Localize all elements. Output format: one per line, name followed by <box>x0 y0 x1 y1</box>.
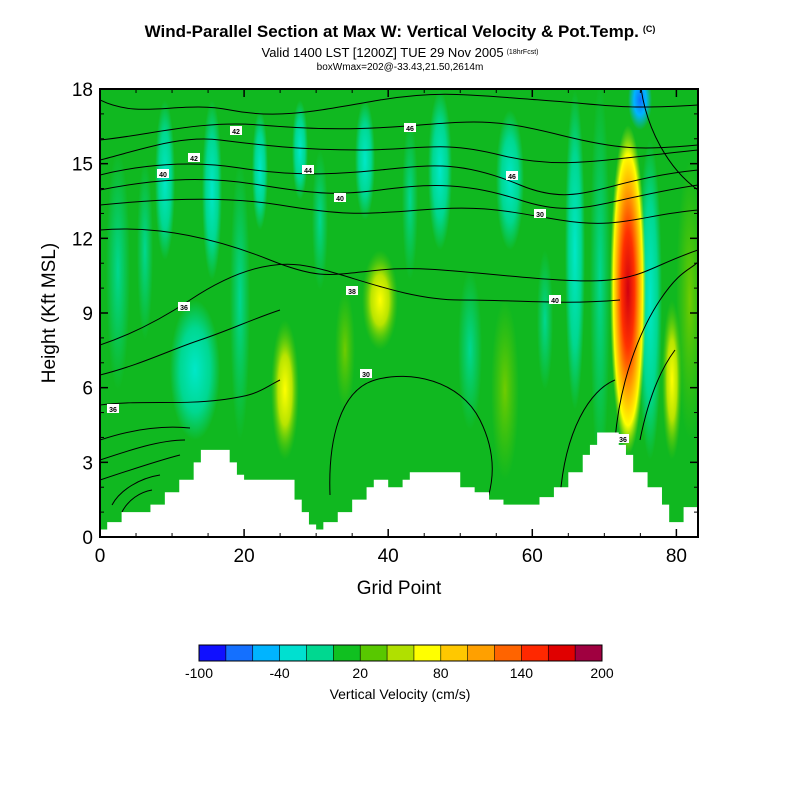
contour-label: 42 <box>190 156 198 163</box>
y-tick-label: 3 <box>82 453 93 474</box>
y-axis-label: Height (Kft MSL) <box>39 243 60 383</box>
contour-label: 36 <box>109 407 117 414</box>
y-tick-label: 0 <box>82 528 93 549</box>
contour-labels: 30 36 36 36 38 40 40 42 42 46 44 46 40 30 <box>107 123 629 444</box>
isentrope-line <box>100 379 281 406</box>
isentrope-line <box>100 93 698 115</box>
isentrope-line <box>559 379 616 499</box>
isentrope-line <box>329 375 493 499</box>
isentrope-line <box>121 489 153 513</box>
isentrope-line <box>100 121 698 149</box>
updraft-core <box>610 125 646 455</box>
contour-label-bg <box>506 171 518 180</box>
x-tick-label: 20 <box>234 546 255 567</box>
isentrope-line <box>100 179 698 209</box>
colorbar-swatch <box>225 645 254 661</box>
contour-label: 30 <box>536 212 544 219</box>
contour-label-bg <box>404 123 416 132</box>
chart-subtitle: Valid 1400 LST [1200Z] TUE 29 Nov 2005 (1… <box>261 45 539 60</box>
colorbar-swatch <box>333 645 361 661</box>
colorbar-tick-label: 20 <box>352 665 368 681</box>
colorbar-swatch <box>548 645 576 661</box>
contour-label: 38 <box>348 289 356 296</box>
subtitle-tag: (18hrFcst) <box>506 49 539 56</box>
contour-label: 42 <box>232 129 240 136</box>
contour-label-bg <box>360 369 372 378</box>
y-tick-label: 9 <box>82 304 93 325</box>
chart-title: Wind-Parallel Section at Max W: Vertical… <box>144 22 656 41</box>
isentrope-line <box>640 89 698 191</box>
contour-label-bg <box>188 153 200 162</box>
contour-label-bg <box>157 169 169 178</box>
y-tick-label: 15 <box>72 155 93 176</box>
isentrope-line <box>111 474 161 506</box>
colorbar-swatch <box>306 645 334 661</box>
contour-label-bg <box>534 209 546 218</box>
terrain <box>100 432 698 537</box>
contour-label: 36 <box>619 437 627 444</box>
y-tick-label: 18 <box>72 80 93 101</box>
x-tick-label: 40 <box>378 546 399 567</box>
contour-label: 46 <box>406 126 414 133</box>
x-tick-label: 0 <box>95 546 106 567</box>
colorbar-swatch <box>467 645 495 661</box>
isentrope-line <box>614 261 698 441</box>
colorbar-tick-label: -100 <box>185 665 213 681</box>
colorbar-swatch <box>279 645 307 661</box>
x-axis-label: Grid Point <box>357 578 442 599</box>
contour-label-bg <box>334 193 346 202</box>
contour-label: 46 <box>508 174 516 181</box>
colorbar-swatch <box>494 645 522 661</box>
y-tick-label: 6 <box>82 379 93 400</box>
contour-label-bg <box>230 126 242 135</box>
colorbar-swatch <box>575 645 603 661</box>
contour-label: 30 <box>362 372 370 379</box>
contour-label-bg <box>302 165 314 174</box>
colorbar-tick-label: 200 <box>590 665 614 681</box>
isentrope-line <box>100 198 698 224</box>
y-tick-label: 12 <box>72 229 93 250</box>
colorbar-tick-label: -40 <box>269 665 289 681</box>
isentrope-line <box>100 138 698 164</box>
contour-label: 40 <box>336 196 344 203</box>
contour-label: 40 <box>551 298 559 305</box>
isentrope-line <box>100 163 698 196</box>
colorbar-tick-label: 140 <box>510 665 534 681</box>
contour-label-bg <box>346 286 358 295</box>
isentrope-line <box>100 263 621 346</box>
colorbar-swatch <box>252 645 280 661</box>
colorbar-swatch <box>440 645 468 661</box>
colorbar-swatch <box>521 645 549 661</box>
isentrope-line <box>100 228 698 282</box>
colorbar-swatch <box>413 645 442 661</box>
isentrope-line <box>100 454 181 481</box>
contour-label: 36 <box>180 305 188 312</box>
isentrope-line <box>100 309 281 376</box>
colorbar: -100 -40 20 80 140 200 <box>185 644 614 681</box>
title-tag: (C) <box>642 24 656 34</box>
contour-label-bg <box>617 434 629 443</box>
isentrope-line <box>100 439 186 461</box>
colorbar-tick-label: 80 <box>433 665 449 681</box>
contour-label-bg <box>549 295 561 304</box>
colorbar-label: Vertical Velocity (cm/s) <box>330 686 471 702</box>
colorbar-frame <box>198 644 603 662</box>
x-axis: 0 20 40 60 80 <box>95 89 687 567</box>
contour-label: 44 <box>304 168 312 175</box>
colorbar-swatch <box>360 645 388 661</box>
contour-label-bg <box>178 302 190 311</box>
x-tick-label: 80 <box>666 546 687 567</box>
colorbar-swatch <box>199 645 227 661</box>
isentrope-line <box>100 426 191 441</box>
contour-label-bg <box>107 404 119 413</box>
contour-label: 40 <box>159 172 167 179</box>
isentrope-line <box>639 349 676 441</box>
chart-info: boxWmax=202@-33.43,21.50,2614m <box>316 62 484 73</box>
x-tick-label: 60 <box>522 546 543 567</box>
potential-temperature-contours <box>100 89 698 513</box>
colorbar-swatch <box>387 645 415 661</box>
